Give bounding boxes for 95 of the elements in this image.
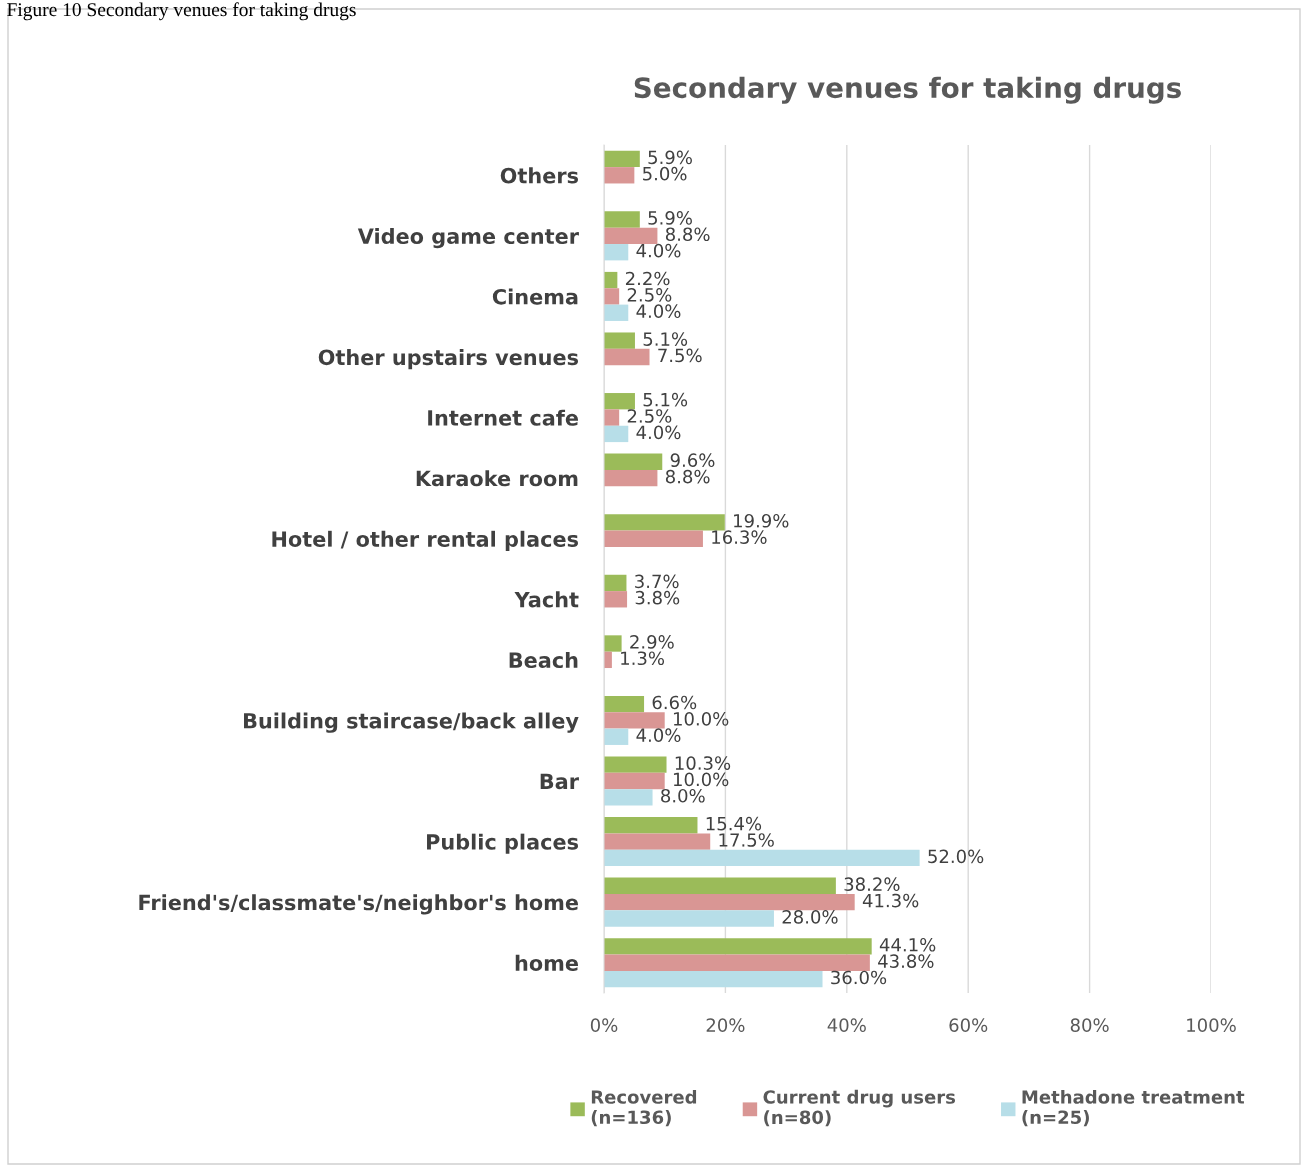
data-label: 3.7% (635, 574, 679, 589)
data-label: 8.8% (665, 227, 710, 242)
legend-label: Methadone treatment (n=25) (1022, 1089, 1245, 1127)
bar (604, 695, 645, 713)
y-tick-label: Cinema (492, 288, 578, 305)
data-label: 2.9% (630, 635, 674, 649)
legend-label: Recovered (n=136) (591, 1089, 697, 1127)
data-label: 10.0% (673, 772, 729, 787)
bar (604, 167, 635, 184)
bar (604, 728, 629, 745)
x-tick-label: 20% (706, 1018, 745, 1032)
y-tick-label: Building staircase/back alley (244, 712, 579, 733)
data-label: 4.0% (636, 425, 681, 440)
bar (604, 954, 870, 971)
data-label: 41.3% (862, 893, 919, 908)
x-tick-label: 40% (827, 1018, 866, 1032)
bar (604, 244, 629, 261)
data-label: 10.3% (675, 756, 731, 770)
data-label: 43.8% (878, 954, 934, 968)
data-label: 36.0% (831, 970, 887, 985)
bar (604, 877, 836, 894)
y-tick-label: Others (500, 167, 579, 184)
x-tick-label: 100% (1187, 1018, 1236, 1032)
x-tick-label: 0% (590, 1018, 618, 1032)
y-tick-label: Karaoke room (416, 470, 578, 487)
y-tick-label: Bar (540, 773, 579, 790)
data-label: 4.0% (636, 304, 681, 319)
bar (604, 304, 629, 321)
data-label: 17.5% (719, 833, 774, 847)
bar (604, 893, 855, 911)
y-tick-label: Yacht (514, 591, 579, 608)
bar (604, 938, 872, 955)
bar (604, 409, 620, 426)
data-label: 5.1% (643, 392, 688, 407)
bar (604, 849, 920, 867)
bar (604, 469, 658, 487)
data-label: 4.0% (636, 243, 681, 258)
data-label: 1.3% (621, 651, 665, 666)
y-tick-label: Video game center (357, 227, 579, 249)
caption: Figure 10 Secondary venues for taking drugs (7, 2, 356, 21)
data-label: 28.0% (782, 910, 838, 924)
x-tick-label: 60% (949, 1018, 988, 1032)
data-label: 44.1% (879, 937, 936, 952)
bar (604, 591, 628, 608)
bar (604, 288, 620, 305)
bar (604, 425, 629, 443)
y-tick-label: Other upstairs venues (318, 349, 579, 370)
data-label: 5.9% (648, 150, 692, 165)
bar (604, 530, 703, 547)
bar (604, 211, 640, 228)
bar (604, 772, 665, 790)
data-label: 4.0% (636, 728, 681, 743)
data-label: 9.6% (670, 453, 715, 468)
bar (604, 910, 774, 927)
data-label: 8.0% (661, 788, 705, 803)
data-label: 10.0% (673, 712, 729, 726)
data-label: 5.1% (643, 332, 688, 346)
bar (604, 789, 653, 806)
data-label: 2.2% (625, 271, 670, 286)
x-tick-label: 80% (1070, 1018, 1109, 1032)
bar (604, 712, 665, 729)
bar (604, 348, 650, 366)
y-tick-label: Friend's/classmate's/neighbor's home (139, 894, 578, 915)
y-tick-label: Beach (509, 651, 578, 669)
bar (604, 332, 635, 349)
data-label: 52.0% (928, 849, 984, 864)
y-tick-label: Internet cafe (428, 409, 578, 426)
bar (604, 574, 627, 592)
bar (604, 817, 698, 834)
data-label: 7.5% (658, 348, 702, 363)
bar (604, 393, 635, 410)
data-label: 16.3% (712, 530, 767, 544)
data-label: 5.9% (648, 211, 692, 225)
bar (604, 756, 667, 773)
bar (604, 453, 663, 470)
data-label: 15.4% (706, 816, 762, 831)
data-label: 5.0% (643, 166, 687, 181)
data-label: 2.5% (627, 288, 672, 302)
bar (604, 833, 711, 850)
y-tick-label: home (515, 954, 578, 971)
data-label: 38.2% (844, 877, 900, 892)
y-tick-label: Public places (427, 833, 579, 854)
data-label: 8.8% (665, 469, 710, 484)
bar (604, 514, 725, 531)
chart-title: Secondary venues for taking drugs (634, 76, 1181, 104)
bar (604, 150, 640, 168)
data-label: 2.5% (627, 409, 672, 423)
data-label: 3.8% (635, 590, 680, 605)
y-tick-label: Hotel / other rental places (272, 530, 579, 551)
bar (604, 227, 658, 245)
legend-label: Current drug users (n=80) (763, 1089, 956, 1127)
bar (604, 635, 622, 652)
bar (604, 970, 823, 988)
data-label: 6.6% (652, 695, 697, 710)
data-label: 19.9% (734, 513, 789, 528)
